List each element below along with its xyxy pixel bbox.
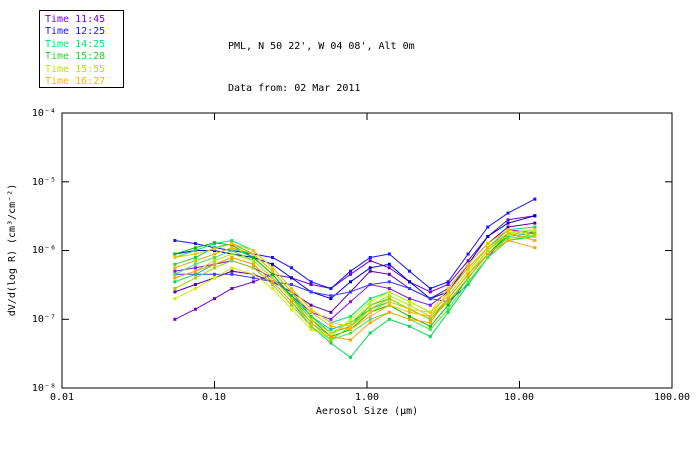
legend-item-1225: Time 12:25 xyxy=(45,26,106,38)
legend-item-1425: Time 14:25 xyxy=(45,38,106,50)
y-axis-label: dV/d(log R) (cm³/cm⁻²) xyxy=(7,183,18,317)
y-tick-1e-7: 10⁻⁷ xyxy=(31,314,56,325)
x-tick-10.00: 10.00 xyxy=(503,392,535,403)
legend-item-1555: Time 15:55 xyxy=(45,63,106,75)
y-tick-1e-4: 10⁻⁴ xyxy=(31,108,56,119)
x-axis-label: Aerosol Size (μm) xyxy=(315,406,419,417)
title-date: Data from: 02 Mar 2011 xyxy=(228,83,361,94)
x-tick-0.01: 0.01 xyxy=(49,392,75,403)
x-tick-1.00: 1.00 xyxy=(354,392,380,403)
x-tick-100.00: 100.00 xyxy=(653,392,691,403)
x-tick-0.10: 0.10 xyxy=(201,392,227,403)
y-tick-1e-6: 10⁻⁶ xyxy=(31,245,56,256)
legend-item-1627: Time 16:27 xyxy=(45,76,106,88)
y-tick-1e-8: 10⁻⁸ xyxy=(31,383,56,394)
legend-item-1528: Time 15:28 xyxy=(45,51,106,63)
plot-title: PML, N 50 22', W 04 08', Alt 0m Data fro… xyxy=(228,12,415,124)
title-location: PML, N 50 22', W 04 08', Alt 0m xyxy=(228,41,415,52)
legend-item-1145: Time 11:45 xyxy=(45,14,106,25)
legend-box: Time 11:45 Time 12:25 Time 14:25 Time 15… xyxy=(39,10,124,88)
y-tick-1e-5: 10⁻⁵ xyxy=(31,177,56,188)
